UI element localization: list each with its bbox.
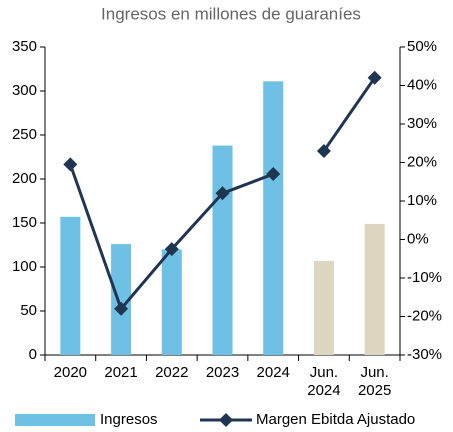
- x-tick-label: 2020: [53, 364, 88, 381]
- legend-marker: [219, 413, 233, 427]
- chart-title: Ingresos en millones de guaraníes: [101, 4, 361, 23]
- y-tick-label: 300: [12, 82, 37, 99]
- y2-tick-label: 0%: [407, 230, 429, 247]
- legend-label: Margen Ebitda Ajustado: [256, 411, 415, 428]
- y2-tick-label: 50%: [407, 38, 437, 55]
- y-tick-label: 250: [12, 126, 37, 143]
- bar: [364, 223, 385, 355]
- line-marker: [63, 157, 78, 172]
- legend-label: Ingresos: [100, 411, 158, 428]
- bar: [263, 81, 284, 355]
- bar: [212, 145, 233, 355]
- y-tick-label: 100: [12, 258, 37, 275]
- bar: [60, 216, 81, 355]
- line: [322, 76, 376, 152]
- y-tick-label: 350: [12, 38, 37, 55]
- y-tick-label: 50: [20, 302, 37, 319]
- y-tick-label: 150: [12, 214, 37, 231]
- bar: [313, 260, 334, 355]
- bar: [111, 244, 132, 355]
- line-marker: [114, 301, 129, 316]
- y2-tick-label: -20%: [407, 307, 442, 324]
- y2-tick-label: -10%: [407, 269, 442, 286]
- x-tick-label: 2023: [205, 364, 240, 381]
- y2-tick-label: 20%: [407, 153, 437, 170]
- line-marker: [316, 143, 331, 158]
- y2-tick-label: -30%: [407, 346, 442, 363]
- x-tick-label: 2021: [104, 364, 138, 381]
- bar: [161, 249, 182, 355]
- line-marker: [164, 242, 179, 257]
- y-tick-label: 0: [29, 346, 37, 363]
- y-tick-label: 200: [12, 170, 37, 187]
- y2-tick-label: 40%: [407, 76, 437, 93]
- x-tick-label: Jun. 2025: [357, 364, 392, 399]
- line-marker: [215, 186, 230, 201]
- y2-tick-label: 10%: [407, 192, 437, 209]
- x-tick-label: 2022: [155, 364, 189, 381]
- x-tick-label: 2024: [256, 364, 290, 381]
- y2-tick-label: 30%: [407, 115, 437, 132]
- legend-swatch: [15, 414, 95, 426]
- line-marker: [266, 167, 281, 182]
- line-marker: [367, 70, 382, 85]
- x-tick-label: Jun. 2024: [307, 364, 341, 399]
